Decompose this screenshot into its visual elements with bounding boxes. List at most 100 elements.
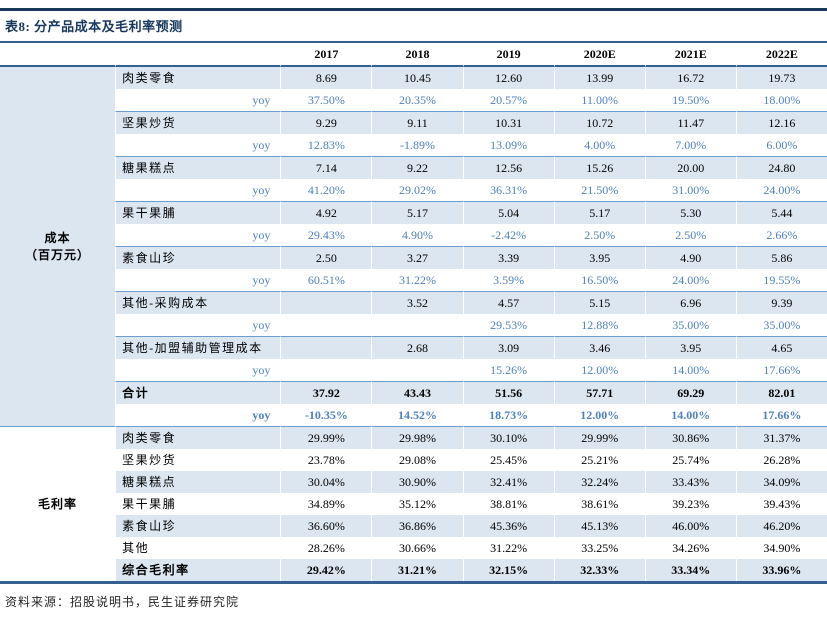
- cell-value: 29.98%: [371, 426, 463, 449]
- cell-value: 10.45: [371, 67, 462, 89]
- cell-value: 3.59%: [462, 269, 554, 291]
- table-body: 成本 （百万元） 肉类零食 8.69 10.45 12.60 13.99 16.72 19.7…: [0, 67, 827, 581]
- table-row: 毛利率 肉类零食 29.99% 29.98% 30.10% 29.99% 30.86% 31.…: [0, 426, 827, 581]
- cell-value: 26.28%: [735, 449, 827, 471]
- cell-value: 39.43%: [735, 493, 827, 515]
- cell-value: 6.96: [644, 291, 736, 314]
- row-label: 其他-采购成本: [115, 291, 281, 314]
- row-label: 果干果脯: [115, 493, 280, 515]
- source-note: 资料来源：招股说明书，民生证券研究院: [5, 595, 240, 609]
- cell-value: 38.81%: [462, 493, 554, 515]
- cell-value: 5.17: [371, 201, 463, 224]
- cell-value: 45.36%: [462, 515, 554, 537]
- cell-value: 69.29: [644, 381, 736, 404]
- table-row: 综合毛利率 29.42% 31.21% 32.15% 32.33% 33.34% 33.96…: [0, 559, 827, 581]
- cell-value: 34.89%: [280, 493, 371, 515]
- cell-value: 4.65: [735, 336, 827, 359]
- cell-value: 57.71: [553, 381, 645, 404]
- cell-value: 82.01: [735, 381, 827, 404]
- cell-value: 9.29: [280, 111, 372, 134]
- cell-value: 5.17: [553, 201, 645, 224]
- yoy-row-label: yoy: [115, 89, 280, 111]
- cell-value: 35.12%: [371, 493, 462, 515]
- yoy-row-label: yoy: [115, 224, 280, 246]
- yoy-row-label: yoy: [115, 314, 280, 336]
- cell-value: 24.00%: [735, 179, 827, 201]
- table-row: yoy 60.51% 31.22% 3.59% 16.50% 24.00% 19.55%: [0, 269, 827, 291]
- cell-value: 31.37%: [735, 426, 827, 449]
- cell-value: 29.43%: [280, 224, 371, 246]
- row-label: 其他: [115, 537, 280, 559]
- cell-value: 24.80: [735, 156, 827, 179]
- cell-value: 33.96%: [735, 559, 827, 581]
- cell-value: 32.15%: [462, 559, 554, 581]
- cell-value: 31.22%: [462, 537, 554, 559]
- table-title: 表8: 分产品成本及毛利率预测: [5, 19, 183, 34]
- cell-value: 2.68: [371, 336, 463, 359]
- cell-value: 37.92: [280, 381, 372, 404]
- cell-value: 33.43%: [644, 471, 736, 493]
- cell-value: 23.78%: [280, 449, 371, 471]
- cell-value: 35.00%: [735, 314, 827, 336]
- cell-value: 15.26: [553, 156, 645, 179]
- cell-value: 8.69: [280, 67, 371, 89]
- table-row: yoy 41.20% 29.02% 36.31% 21.50% 31.00% 24.00%: [0, 179, 827, 201]
- cell-value: 5.86: [735, 246, 827, 269]
- row-label: 综合毛利率: [115, 559, 280, 581]
- cell-value: 3.95: [553, 246, 645, 269]
- yoy-row-label: yoy: [115, 179, 280, 201]
- cell-value: 16.50%: [553, 269, 645, 291]
- cell-value: 35.00%: [644, 314, 736, 336]
- cell-value: [280, 291, 372, 314]
- cell-value: 5.44: [735, 201, 827, 224]
- cell-value: 30.10%: [462, 426, 554, 449]
- cell-value: 13.09%: [462, 134, 554, 156]
- cell-value: 60.51%: [280, 269, 371, 291]
- cell-value: 11.47: [644, 111, 736, 134]
- table-row: yoy 15.26% 12.00% 14.00% 17.66%: [0, 359, 827, 381]
- cell-value: 30.66%: [371, 537, 462, 559]
- yoy-row-label: yoy: [115, 404, 280, 426]
- cell-value: 36.86%: [371, 515, 462, 537]
- cell-value: 3.09: [462, 336, 554, 359]
- table-row: yoy 12.83% -1.89% 13.09% 4.00% 7.00% 6.00%: [0, 134, 827, 156]
- cell-value: 19.73: [735, 67, 827, 89]
- cell-value: -10.35%: [280, 404, 371, 426]
- cell-value: 34.90%: [735, 537, 827, 559]
- row-label: 坚果炒货: [115, 449, 280, 471]
- table-row: 素食山珍 36.60% 36.86% 45.36% 45.13% 46.00% 46.20%: [0, 515, 827, 537]
- cell-value: 4.92: [280, 201, 372, 224]
- cell-value: 12.83%: [280, 134, 371, 156]
- table-row: 果干果脯 4.92 5.17 5.04 5.17 5.30 5.44: [0, 201, 827, 224]
- row-label: 其他-加盟辅助管理成本: [115, 336, 281, 359]
- cell-value: 12.60: [462, 67, 554, 89]
- cell-value: 9.22: [371, 156, 463, 179]
- cell-value: 4.00%: [553, 134, 645, 156]
- cell-value: 30.04%: [280, 471, 371, 493]
- cell-value: [280, 336, 372, 359]
- cell-value: 32.33%: [553, 559, 645, 581]
- cell-value: 15.26%: [462, 359, 554, 381]
- cell-value: 29.08%: [371, 449, 462, 471]
- title-bar: 表8: 分产品成本及毛利率预测: [0, 8, 827, 41]
- cell-value: 34.26%: [644, 537, 736, 559]
- cell-value: 31.22%: [371, 269, 462, 291]
- cell-value: 30.86%: [644, 426, 736, 449]
- yoy-row-label: yoy: [115, 269, 280, 291]
- cell-value: 21.50%: [553, 179, 645, 201]
- cell-value: 4.90: [644, 246, 736, 269]
- cell-value: 19.55%: [735, 269, 827, 291]
- cell-value: 46.20%: [735, 515, 827, 537]
- cell-value: 25.45%: [462, 449, 554, 471]
- row-label: 果干果脯: [115, 201, 281, 224]
- table-row: yoy 37.50% 20.35% 20.57% 11.00% 19.50% 18.00%: [0, 89, 827, 111]
- cell-value: 20.00: [644, 156, 736, 179]
- cell-value: 20.35%: [371, 89, 462, 111]
- yoy-row-label: yoy: [115, 359, 280, 381]
- cell-value: 7.14: [280, 156, 372, 179]
- cell-value: [280, 314, 371, 336]
- cell-value: 31.00%: [644, 179, 736, 201]
- cell-value: 3.46: [553, 336, 645, 359]
- cell-value: 46.00%: [644, 515, 736, 537]
- cell-value: 32.41%: [462, 471, 554, 493]
